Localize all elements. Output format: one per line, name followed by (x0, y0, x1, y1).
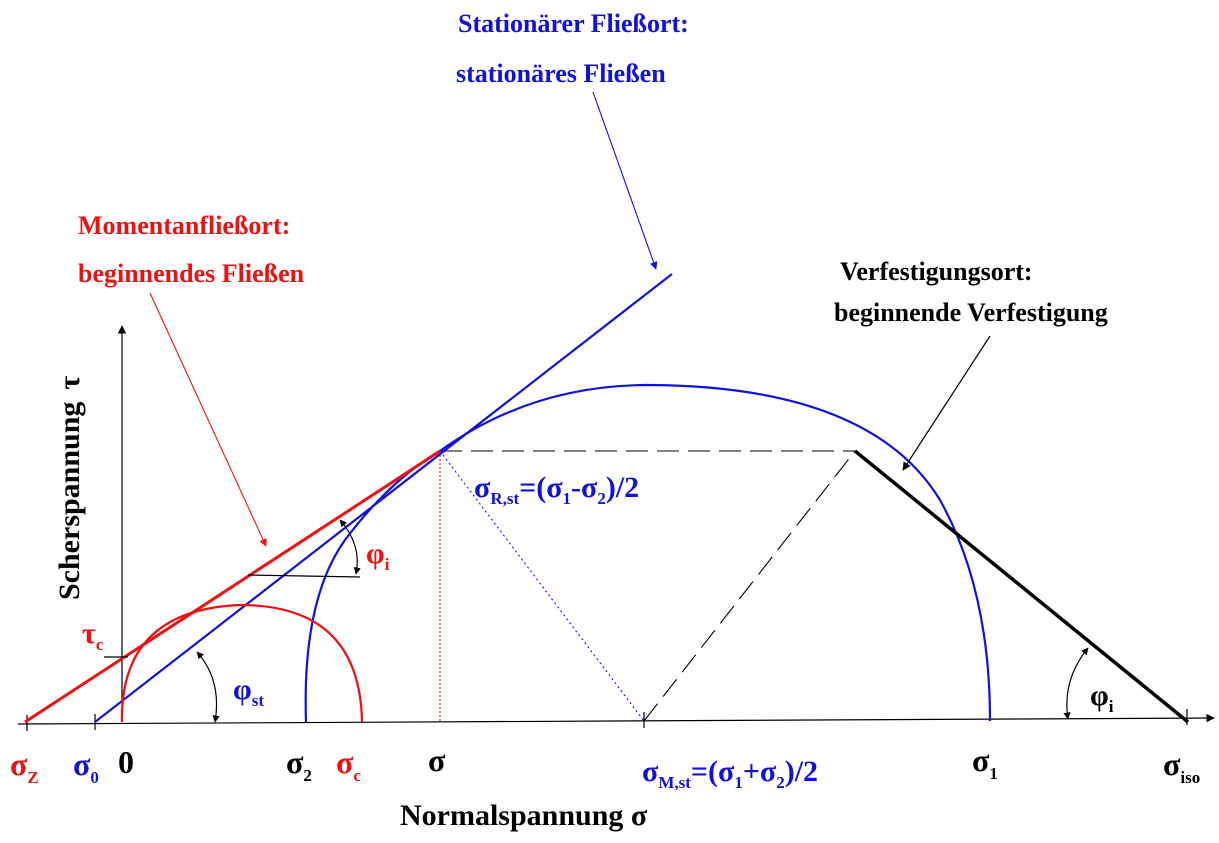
x-axis-label: Normalspannung σ (400, 799, 648, 832)
phi-i-upper-arc (339, 519, 361, 575)
tick-sigma-iso: σiso (1163, 746, 1200, 787)
hardening-pointer-arrow (902, 335, 991, 471)
tau-c-label: τc (82, 617, 104, 654)
stationary-subtitle: stationäres Fließen (456, 59, 666, 88)
tick-sigma-m: σM,st=(σ1+σ2)/2 (642, 755, 818, 792)
svg-text:Scherspannungτ: Scherspannungτ (53, 376, 86, 600)
tick-sigma-c: σc (336, 744, 361, 785)
momentary-pointer-arrow (149, 292, 267, 547)
x-tick-marks (26, 709, 1188, 731)
y-axis-label: Scherspannungτ (53, 376, 86, 600)
stationary-yield-locus-line (94, 273, 673, 723)
radius-formula: σR,st=(σ1-σ2)/2 (474, 471, 639, 508)
phi-st-arc (196, 651, 220, 723)
diagonal-dashed-line (643, 450, 856, 722)
tick-sigma-2: σ2 (286, 744, 312, 785)
red-mohr-circle (120, 603, 364, 723)
stationary-title: Stationärer Fließort: (458, 9, 689, 38)
tick-sigma-z: σZ (10, 746, 39, 787)
phi-st-label: φst (233, 673, 264, 710)
hardening-locus-line (853, 449, 1190, 724)
momentary-title: Momentanfließort: (78, 211, 290, 240)
blue-curved-locus (304, 450, 441, 723)
tick-sigma-0: σ0 (73, 746, 99, 787)
momentary-yield-locus-line (24, 449, 441, 724)
phi-i-upper-bracket (247, 574, 361, 578)
hardening-title: Verfestigungsort: (840, 257, 1033, 286)
tick-sigma: σ (428, 742, 446, 778)
stationary-pointer-arrow (592, 91, 658, 270)
x-axis-line (17, 713, 1215, 725)
tick-zero: 0 (118, 744, 134, 780)
tick-sigma-1: σ1 (972, 742, 998, 783)
radius-dotted-line (439, 450, 645, 722)
hardening-subtitle: beginnende Verfestigung (834, 298, 1108, 327)
momentary-subtitle: beginnendes Fließen (78, 259, 305, 288)
stationary-mohr-circle (439, 383, 992, 722)
phi-i-right-label: φi (1090, 679, 1114, 716)
phi-i-right-arc (1063, 647, 1089, 720)
phi-i-upper-label: φi (366, 537, 390, 574)
